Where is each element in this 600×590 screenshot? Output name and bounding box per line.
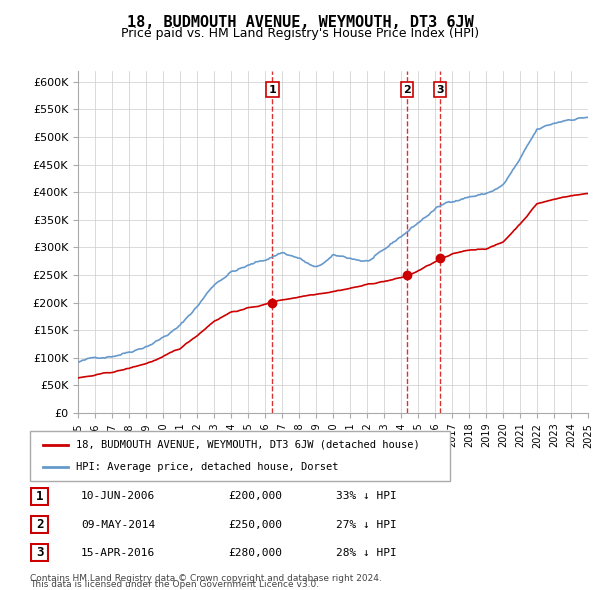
Text: 18, BUDMOUTH AVENUE, WEYMOUTH, DT3 6JW: 18, BUDMOUTH AVENUE, WEYMOUTH, DT3 6JW: [127, 15, 473, 30]
Text: Contains HM Land Registry data © Crown copyright and database right 2024.: Contains HM Land Registry data © Crown c…: [30, 574, 382, 583]
FancyBboxPatch shape: [31, 488, 48, 504]
Text: 2: 2: [36, 518, 43, 531]
Text: 1: 1: [36, 490, 43, 503]
Text: 33% ↓ HPI: 33% ↓ HPI: [336, 491, 397, 501]
Text: 3: 3: [36, 546, 43, 559]
FancyBboxPatch shape: [30, 431, 450, 481]
Text: £250,000: £250,000: [228, 520, 282, 529]
Text: 27% ↓ HPI: 27% ↓ HPI: [336, 520, 397, 529]
Text: Price paid vs. HM Land Registry's House Price Index (HPI): Price paid vs. HM Land Registry's House …: [121, 27, 479, 40]
Text: £200,000: £200,000: [228, 491, 282, 501]
Text: 18, BUDMOUTH AVENUE, WEYMOUTH, DT3 6JW (detached house): 18, BUDMOUTH AVENUE, WEYMOUTH, DT3 6JW (…: [76, 440, 420, 450]
Text: 15-APR-2016: 15-APR-2016: [81, 548, 155, 558]
Text: 28% ↓ HPI: 28% ↓ HPI: [336, 548, 397, 558]
Text: £280,000: £280,000: [228, 548, 282, 558]
Text: 10-JUN-2006: 10-JUN-2006: [81, 491, 155, 501]
Text: 3: 3: [436, 84, 444, 94]
Text: HPI: Average price, detached house, Dorset: HPI: Average price, detached house, Dors…: [76, 462, 338, 472]
Text: 09-MAY-2014: 09-MAY-2014: [81, 520, 155, 529]
FancyBboxPatch shape: [31, 545, 48, 561]
Text: 2: 2: [403, 84, 411, 94]
Text: 1: 1: [269, 84, 277, 94]
Text: This data is licensed under the Open Government Licence v3.0.: This data is licensed under the Open Gov…: [30, 580, 319, 589]
FancyBboxPatch shape: [31, 516, 48, 533]
